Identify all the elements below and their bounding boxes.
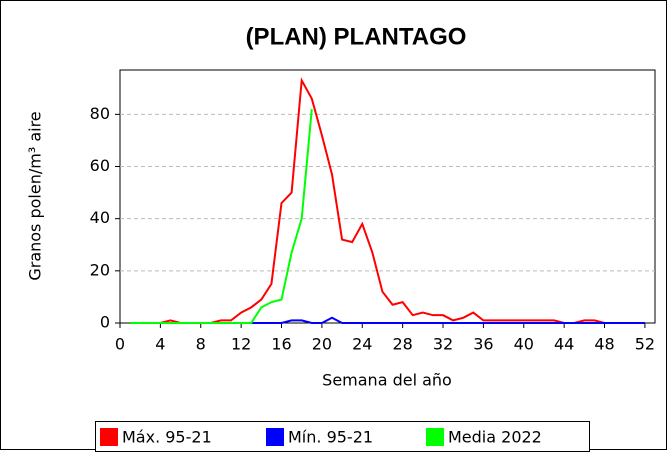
y-tick-label: 0 [100, 313, 110, 332]
y-tick-label: 40 [90, 208, 110, 227]
legend-label: Media 2022 [448, 428, 542, 447]
x-tick-label: 16 [271, 335, 291, 354]
x-tick-label: 28 [392, 335, 412, 354]
x-tick-label: 20 [312, 335, 332, 354]
x-tick-label: 44 [554, 335, 574, 354]
x-axis-label: Semana del año [322, 371, 452, 390]
series-line [130, 109, 313, 324]
series-line [130, 77, 645, 324]
legend-swatch [426, 428, 444, 446]
y-tick-label: 20 [90, 260, 110, 279]
legend [95, 421, 590, 452]
y-axis-label: Granos polen/m³ aire [26, 111, 45, 280]
x-tick-label: 32 [433, 335, 453, 354]
x-tick-label: 40 [514, 335, 534, 354]
x-tick-label: 48 [594, 335, 614, 354]
x-tick-label: 36 [473, 335, 493, 354]
x-tick-label: 52 [635, 335, 655, 354]
x-tick-label: 8 [196, 335, 206, 354]
legend-swatch [266, 428, 284, 446]
legend-label: Mín. 95-21 [288, 428, 373, 447]
x-tick-label: 4 [155, 335, 165, 354]
chart-title: (PLAN) PLANTAGO [246, 23, 467, 50]
x-tick-label: 24 [352, 335, 372, 354]
y-tick-label: 60 [90, 156, 110, 175]
legend-label: Máx. 95-21 [122, 428, 212, 447]
x-tick-label: 12 [231, 335, 251, 354]
legend-swatch [100, 428, 118, 446]
x-tick-label: 0 [115, 335, 125, 354]
y-tick-label: 80 [90, 104, 110, 123]
